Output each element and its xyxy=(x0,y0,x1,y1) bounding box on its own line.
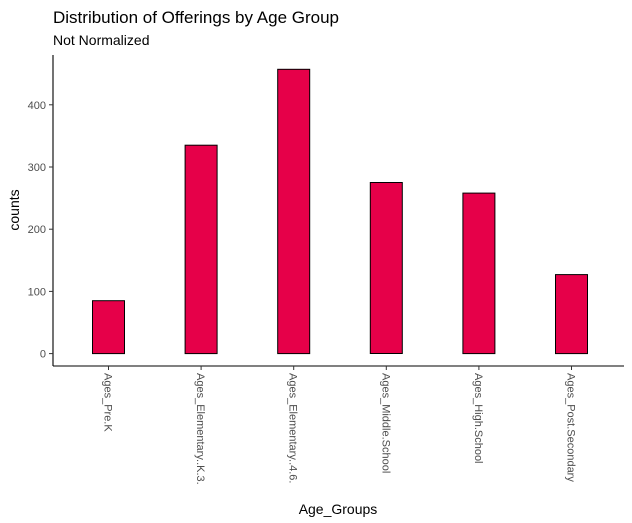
x-tick-label: Ages_High.School xyxy=(472,373,484,464)
x-axis-ticks: Ages_Pre.K Ages_Elementary..K.3. Ages_Elem… xyxy=(102,366,577,485)
bar-ages-post-secondary xyxy=(555,274,588,355)
bar-ages-high-school xyxy=(462,192,496,355)
x-tick-label: Ages_Elementary..4.6. xyxy=(287,373,299,483)
y-tick-label: 300 xyxy=(28,162,46,174)
chart-title: Distribution of Offerings by Age Group xyxy=(53,8,339,27)
bars-group xyxy=(92,68,588,355)
bar-ages-middle-school xyxy=(369,182,403,354)
bar-ages-elementary-k-3 xyxy=(184,144,218,355)
x-axis-title: Age_Groups xyxy=(299,501,378,517)
y-tick-label: 100 xyxy=(28,286,46,298)
x-tick-label: Ages_Middle.School xyxy=(379,373,391,473)
y-axis-ticks: 0 100 200 300 400 xyxy=(28,100,53,361)
x-tick-label: Ages_Pre.K xyxy=(102,373,114,432)
chart-subtitle: Not Normalized xyxy=(53,32,149,48)
y-axis-title: counts xyxy=(6,189,22,230)
y-tick-label: 0 xyxy=(40,349,46,361)
bar-ages-elementary-4-6 xyxy=(277,68,311,355)
y-tick-label: 200 xyxy=(28,224,46,236)
y-tick-label: 400 xyxy=(28,100,46,112)
bar-ages-pre-k xyxy=(92,300,125,355)
x-tick-label: Ages_Elementary..K.3. xyxy=(194,373,206,485)
x-tick-label: Ages_Post.Secondary xyxy=(565,373,577,482)
